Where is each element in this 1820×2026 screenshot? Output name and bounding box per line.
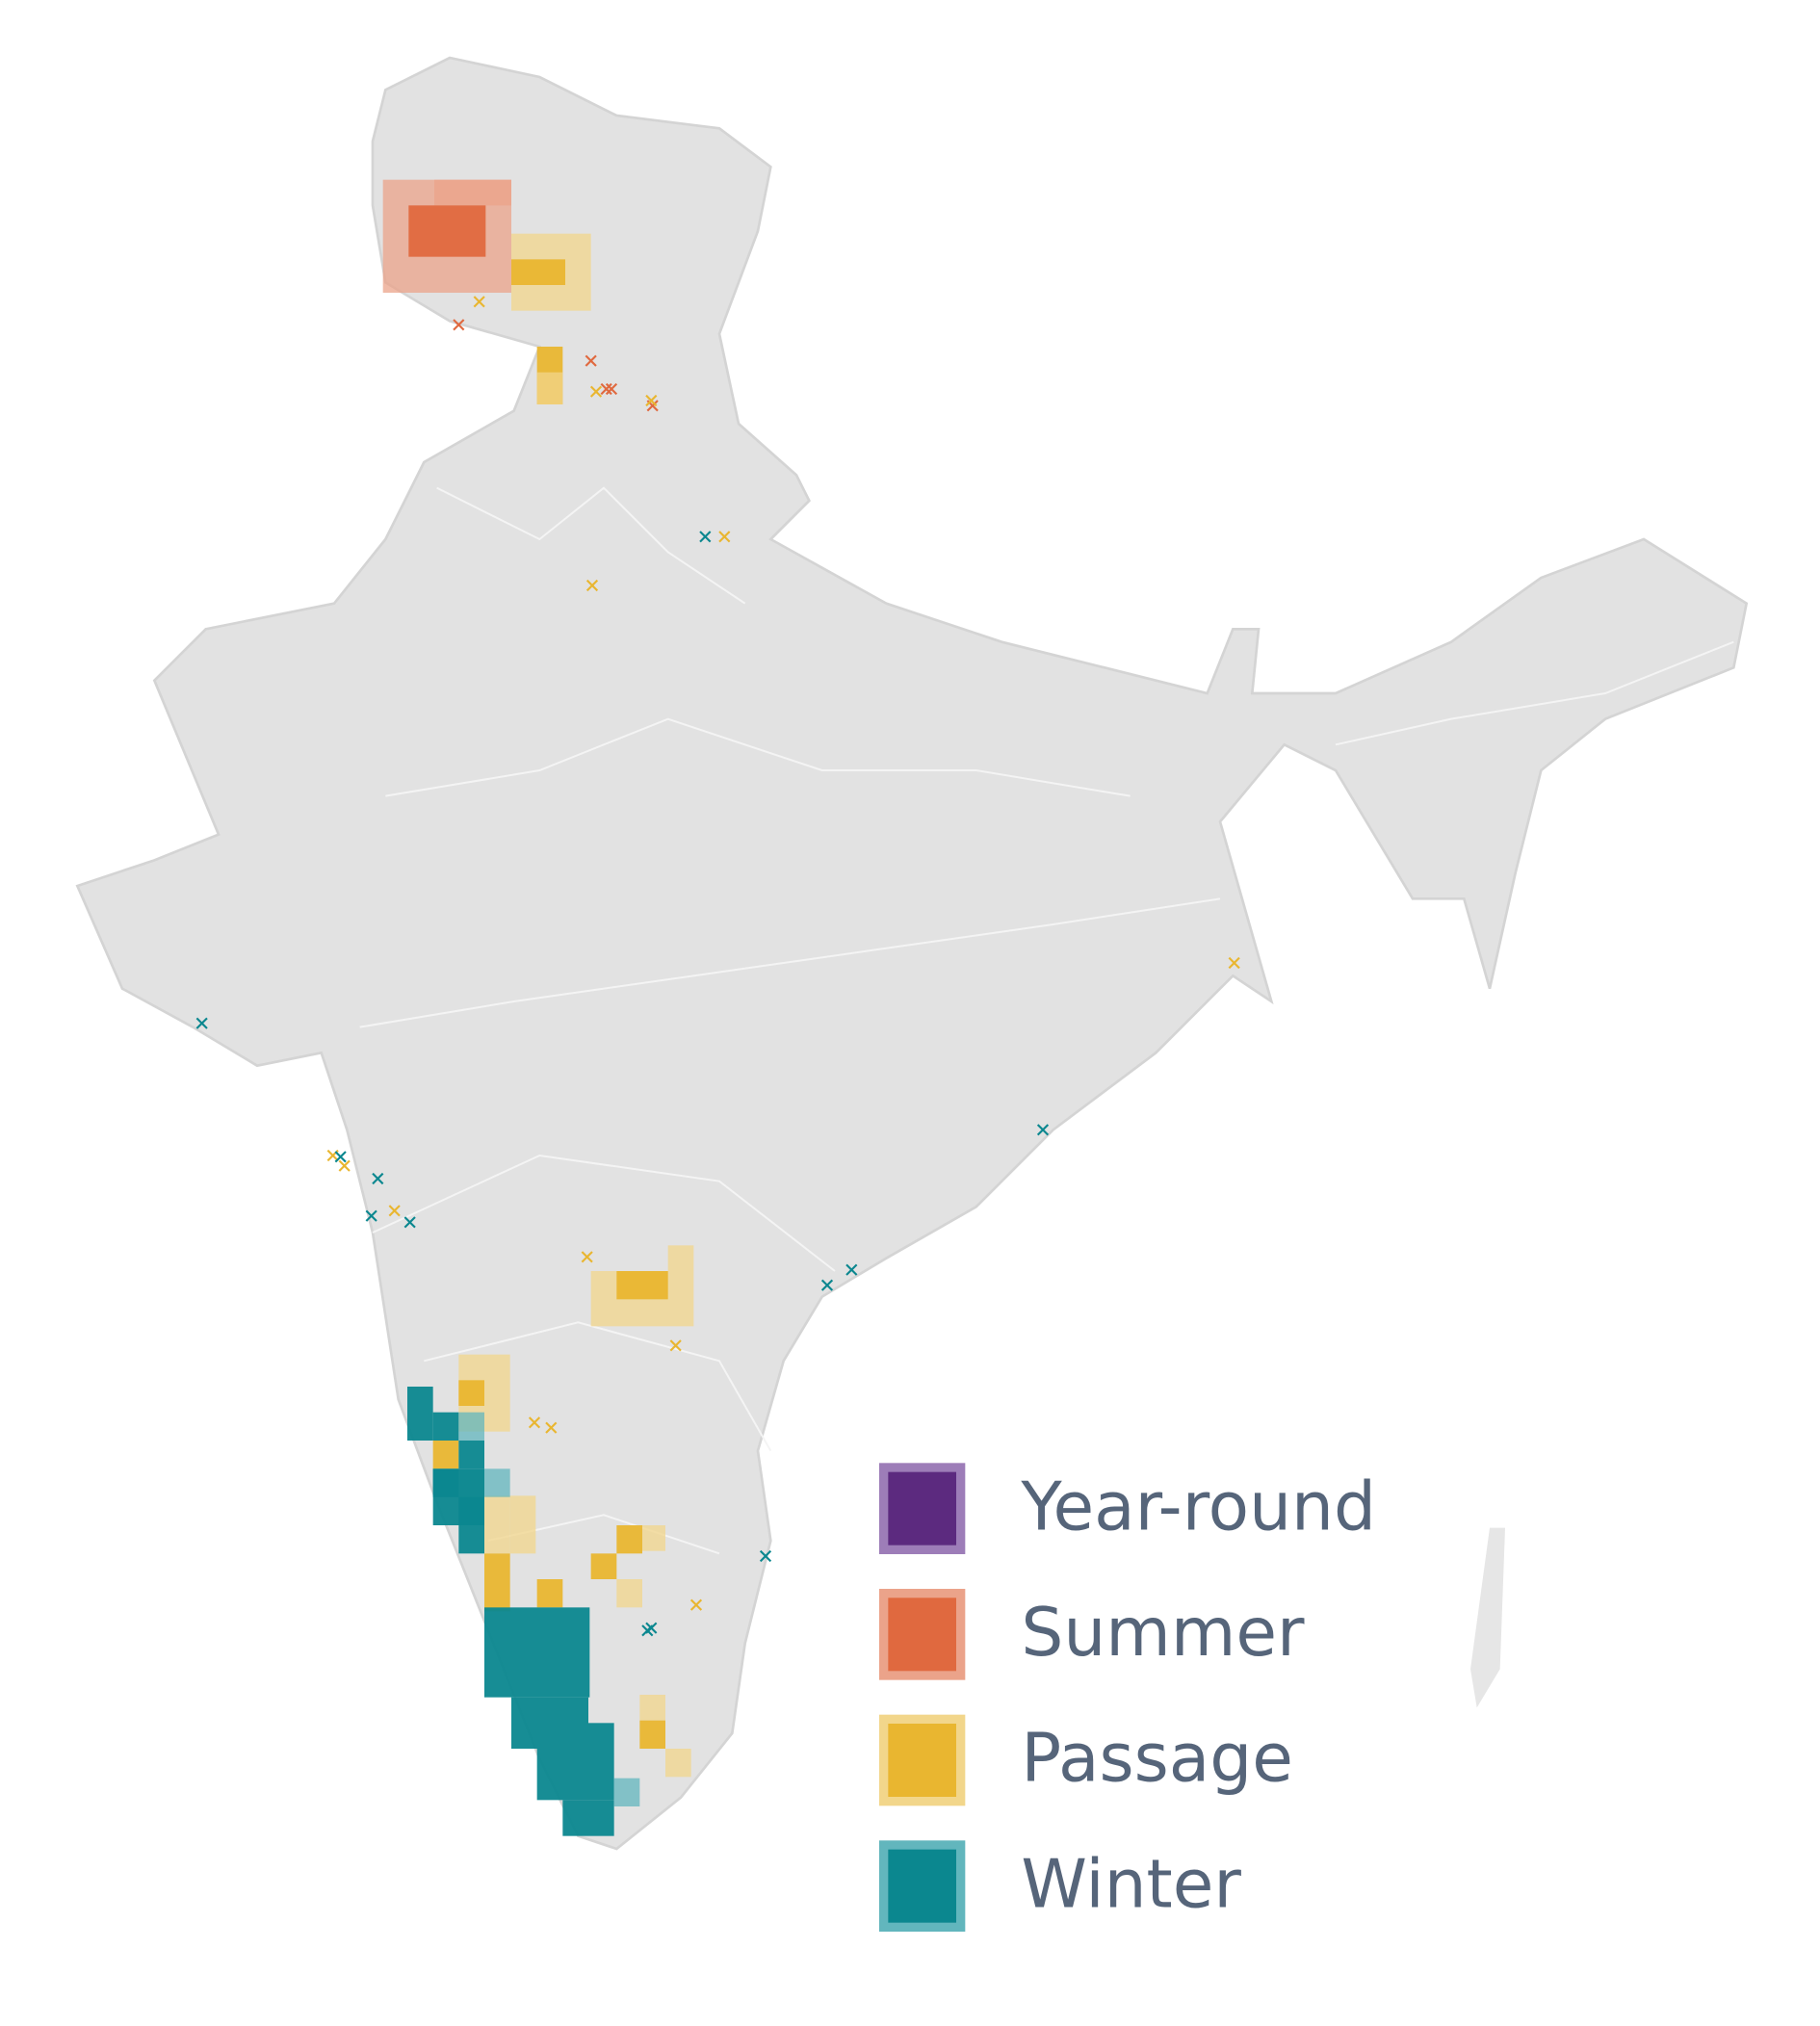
range-cell (458, 1380, 484, 1406)
range-cell (509, 1495, 536, 1554)
range-cell (484, 1495, 510, 1554)
range-cell (536, 372, 563, 404)
record-cross (365, 1209, 377, 1222)
legend-swatch (879, 1463, 966, 1554)
record-cross (718, 531, 731, 543)
legend-swatch (879, 1840, 966, 1932)
range-cell (511, 1697, 588, 1749)
range-cell (562, 1800, 614, 1836)
range-cell (432, 1441, 459, 1469)
record-cross (585, 354, 597, 367)
record-cross (820, 1279, 834, 1291)
record-cross (646, 400, 659, 412)
legend-label: Winter (1021, 1846, 1241, 1923)
record-cross (372, 1172, 384, 1185)
record-cross (195, 1017, 208, 1029)
legend-label: Summer (1021, 1595, 1305, 1672)
range-cell (616, 1525, 642, 1554)
record-cross (600, 382, 612, 396)
record-cross (338, 1159, 351, 1172)
state-borders (359, 486, 1734, 1555)
range-cell (458, 1496, 484, 1554)
legend-label: Year-round (1020, 1468, 1376, 1545)
record-cross (585, 579, 599, 592)
range-cell (458, 1441, 484, 1469)
legend-swatch (879, 1714, 966, 1806)
range-cell (408, 205, 486, 257)
record-cross (528, 1416, 541, 1429)
record-cross (589, 385, 603, 398)
range-cell (590, 1553, 617, 1579)
record-cross (473, 296, 485, 308)
record-cross (545, 1421, 558, 1434)
range-cell (665, 1749, 691, 1778)
range-cell (616, 1271, 668, 1300)
legend-swatch (879, 1589, 966, 1680)
range-cell (432, 1412, 459, 1441)
record-cross (403, 1216, 416, 1229)
base-map (75, 56, 1749, 1851)
record-cross (388, 1205, 401, 1217)
range-cell (511, 259, 565, 285)
record-cross (645, 1622, 658, 1634)
range-cell (616, 1579, 642, 1608)
record-cross (1036, 1124, 1050, 1136)
island-chain (1470, 1527, 1505, 1708)
record-marks (195, 296, 1240, 1637)
record-cross (669, 1339, 682, 1352)
range-cell (667, 1245, 694, 1271)
record-cross (1228, 956, 1240, 970)
range-cells (382, 179, 694, 1836)
range-cell (484, 1607, 590, 1698)
range-cell (536, 1749, 588, 1801)
range-cell (536, 1579, 563, 1608)
range-cell (639, 1720, 665, 1749)
range-cell (434, 179, 511, 206)
record-cross (581, 1251, 593, 1263)
range-cell (407, 1387, 433, 1441)
range-cell (458, 1412, 484, 1441)
range-cell (588, 1723, 614, 1801)
record-cross (845, 1263, 858, 1276)
record-cross (453, 319, 465, 331)
legend-label: Passage (1021, 1721, 1293, 1798)
legend: Year-round Summer Passage Winter (879, 1463, 1376, 1932)
range-cell (639, 1695, 665, 1721)
record-cross (759, 1549, 772, 1563)
range-cell (613, 1778, 640, 1806)
record-cross (334, 1151, 347, 1163)
range-cell (484, 1553, 510, 1612)
record-cross (699, 531, 712, 543)
record-cross (645, 394, 658, 407)
record-cross (605, 382, 618, 396)
range-cell (642, 1525, 665, 1551)
record-cross (689, 1598, 703, 1611)
